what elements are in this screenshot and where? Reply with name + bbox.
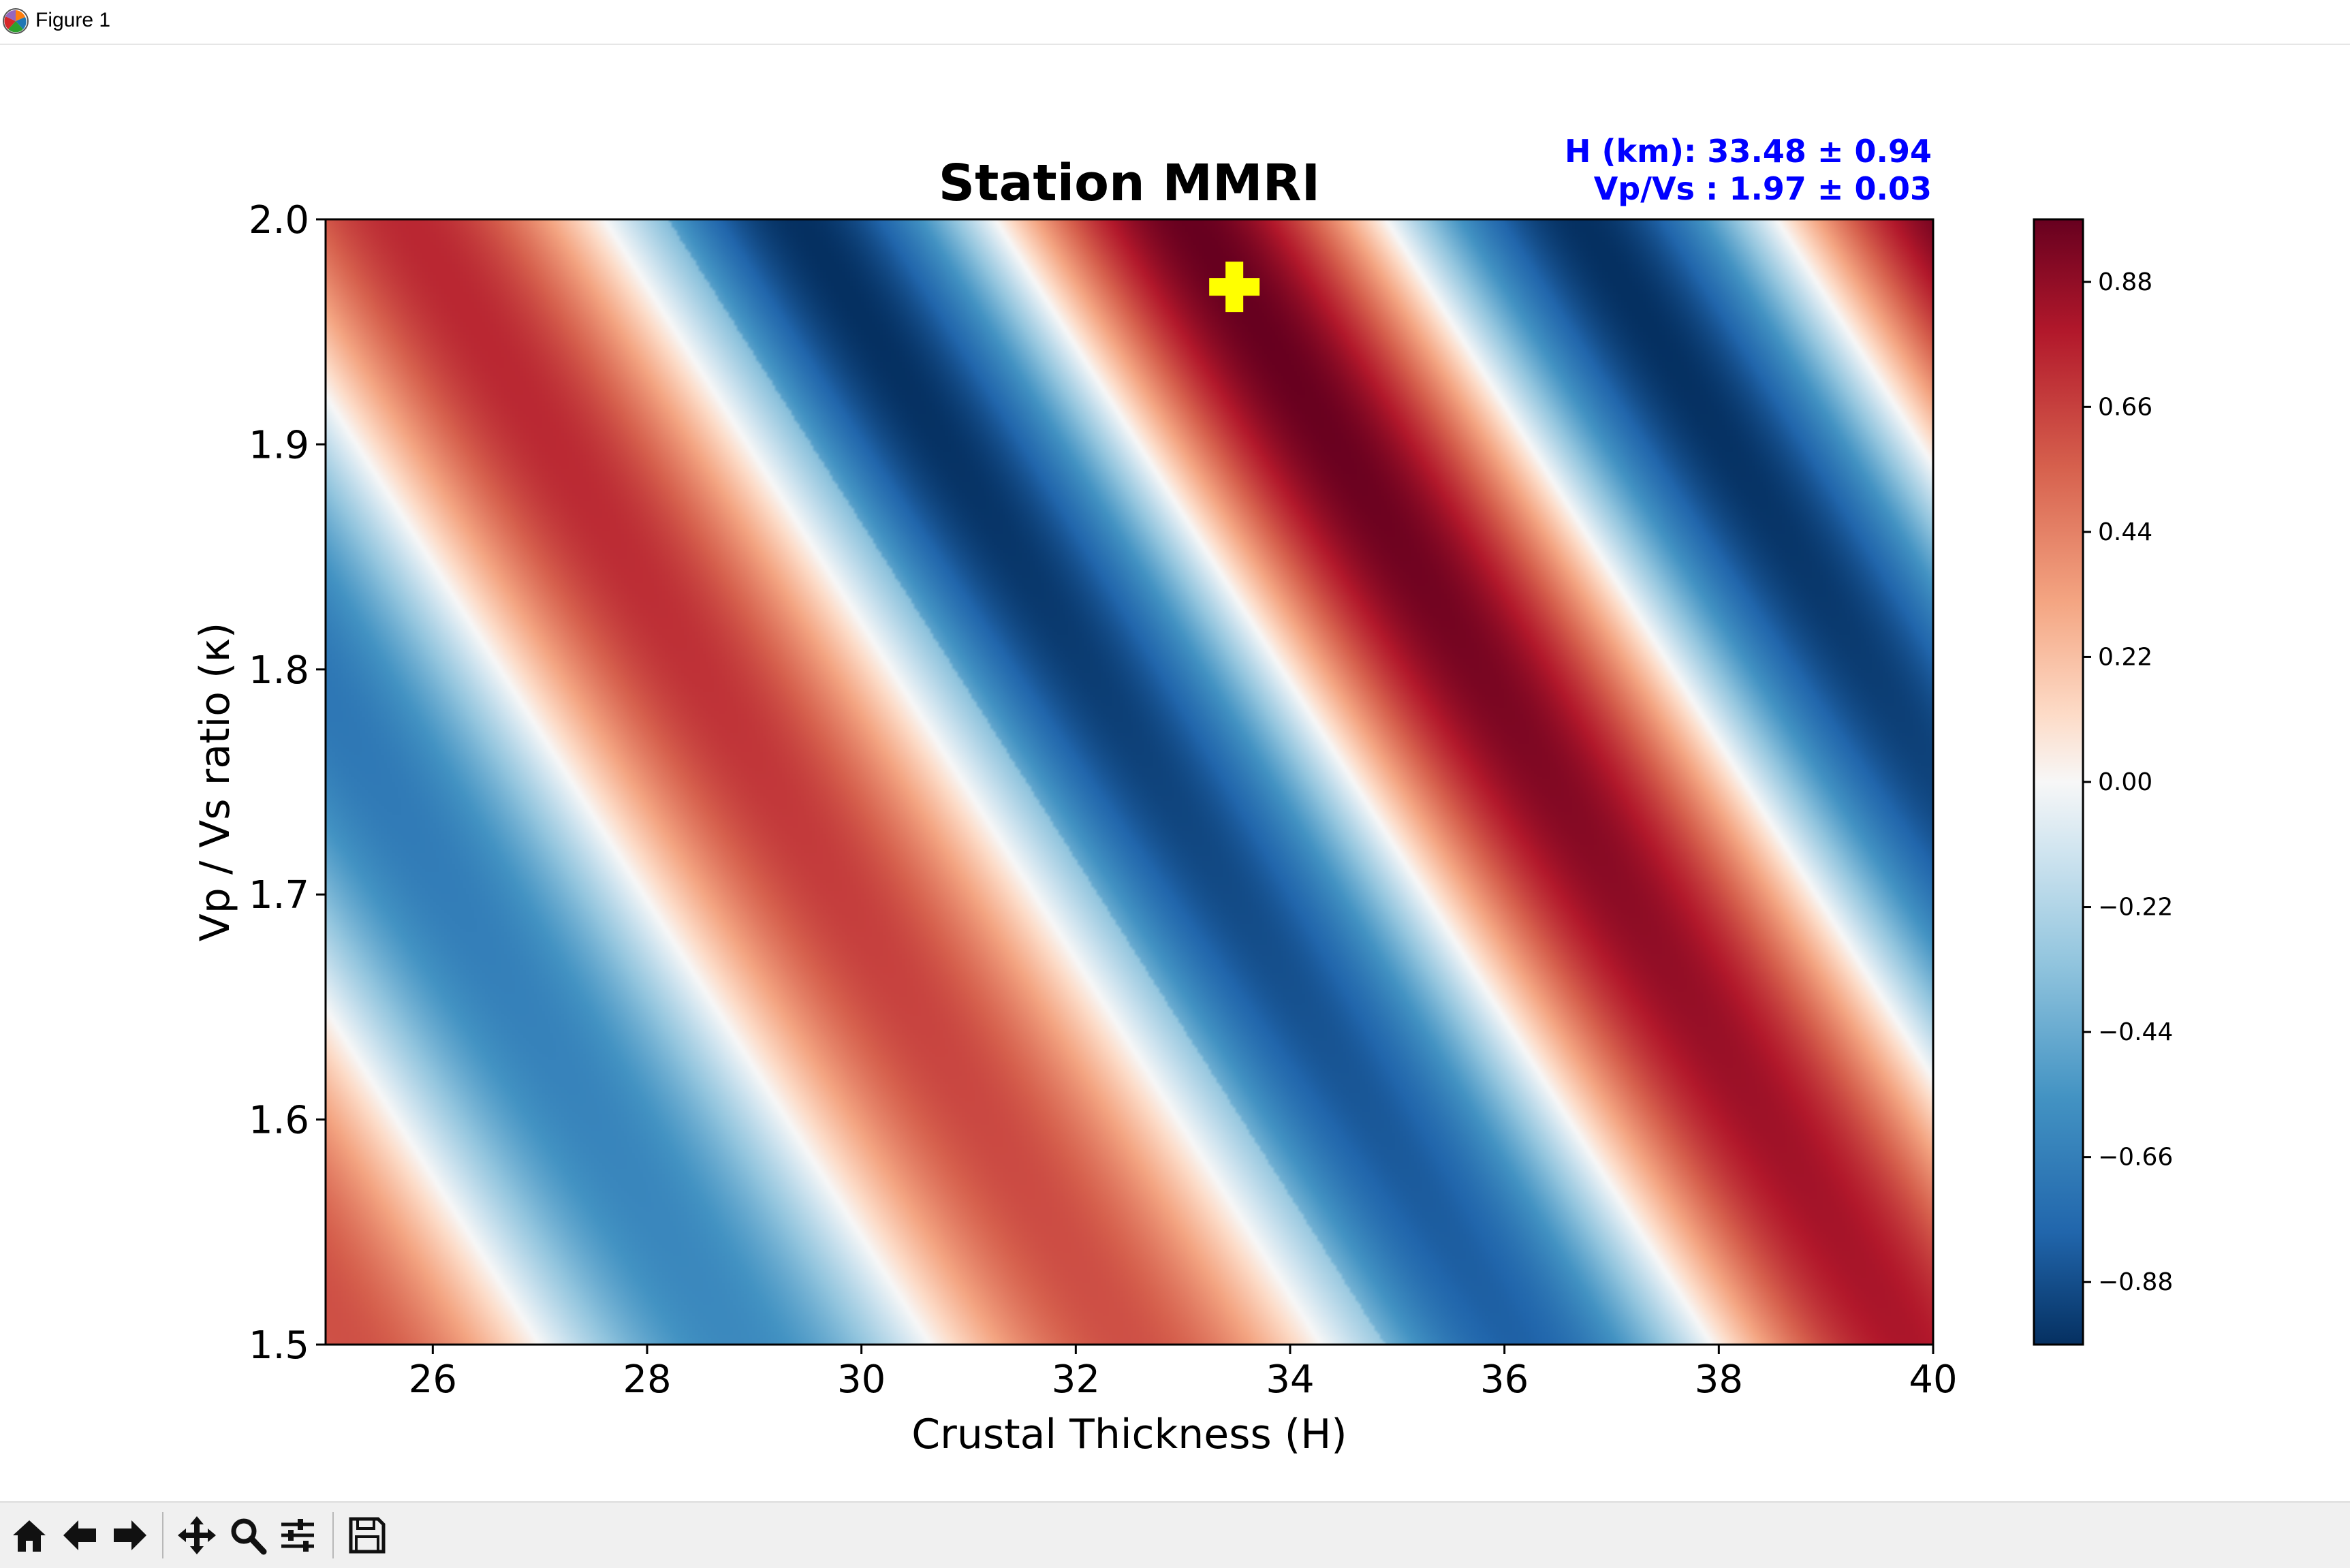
x-tick-label: 26	[409, 1358, 457, 1402]
chart-title: Station MMRI	[939, 154, 1320, 213]
y-tick-label: 1.5	[249, 1323, 309, 1368]
x-tick-label: 38	[1695, 1358, 1743, 1402]
colorbar-tick-label: −0.88	[2098, 1268, 2173, 1296]
x-tick-label: 36	[1480, 1358, 1529, 1402]
sliders-icon	[281, 1519, 314, 1552]
colorbar-tick-label: 0.66	[2098, 393, 2152, 421]
x-tick-label: 30	[837, 1358, 886, 1402]
colorbar-tick-label: 0.88	[2098, 268, 2152, 296]
x-tick-label: 40	[1909, 1358, 1957, 1402]
stats-vpvs: Vp/Vs : 1.97 ± 0.03	[1594, 170, 1932, 207]
stats-h: H (km): 33.48 ± 0.94	[1565, 133, 1932, 170]
window-titlebar: Figure 1	[0, 0, 2350, 45]
arrow-right-icon	[114, 1520, 146, 1550]
best-fit-marker	[1209, 262, 1260, 313]
plot-frame	[324, 218, 1934, 1346]
matplotlib-logo-icon	[3, 8, 29, 34]
y-tick-label: 1.7	[249, 873, 309, 918]
save-button[interactable]	[343, 1509, 391, 1561]
colorbar-tick-label: 0.22	[2098, 643, 2152, 671]
figure-canvas[interactable]: 26 28 30 32 34 36 38 40 1.5 1.6 1.7 1.8 1.9 2.0 Stat…	[0, 45, 2350, 1500]
move-arrows-icon	[178, 1516, 216, 1554]
colorbar	[2033, 218, 2084, 1346]
best-fit-plus-marker	[1209, 262, 1260, 313]
y-axis: 1.5 1.6 1.7 1.8 1.9 2.0	[249, 198, 326, 1368]
colorbar-tick-label: −0.22	[2098, 894, 2173, 922]
x-tick-label: 34	[1266, 1358, 1314, 1402]
home-button[interactable]	[5, 1509, 53, 1561]
y-tick-label: 1.8	[249, 648, 309, 693]
colorbar-axis: 0.88 0.66 0.44 0.22 0.00 −0.22 −0.44 −0.66 −0.88	[2083, 268, 2173, 1296]
colorbar-tick-label: 0.00	[2098, 768, 2152, 796]
floppy-disk-icon	[349, 1517, 386, 1554]
colorbar-tick-label: 0.44	[2098, 518, 2152, 546]
navigation-toolbar	[0, 1501, 2350, 1568]
colorbar-tick-label: −0.44	[2098, 1018, 2173, 1046]
pan-button[interactable]	[173, 1509, 221, 1561]
arrow-left-icon	[63, 1520, 96, 1550]
home-icon	[13, 1520, 46, 1552]
y-axis-label: Vp / Vs ratio (κ)	[191, 623, 239, 941]
y-tick-label: 1.6	[249, 1099, 309, 1143]
magnifier-icon	[231, 1518, 267, 1555]
colorbar-tick-label: −0.66	[2098, 1144, 2173, 1172]
configure-subplots-button[interactable]	[274, 1509, 322, 1561]
y-tick-label: 1.9	[249, 423, 309, 467]
x-axis-label: Crustal Thickness (H)	[911, 1411, 1347, 1458]
chart: 26 28 30 32 34 36 38 40 1.5 1.6 1.7 1.8 1.9 2.0 Stat…	[191, 133, 2173, 1458]
y-tick-label: 2.0	[249, 198, 309, 242]
x-tick-label: 32	[1052, 1358, 1100, 1402]
zoom-button[interactable]	[223, 1509, 271, 1561]
back-button[interactable]	[56, 1509, 104, 1561]
forward-button[interactable]	[106, 1509, 154, 1561]
window-title: Figure 1	[35, 9, 111, 31]
x-axis: 26 28 30 32 34 36 38 40	[409, 1345, 1958, 1402]
heatmap-image	[326, 219, 1933, 1345]
x-tick-label: 28	[623, 1358, 671, 1402]
